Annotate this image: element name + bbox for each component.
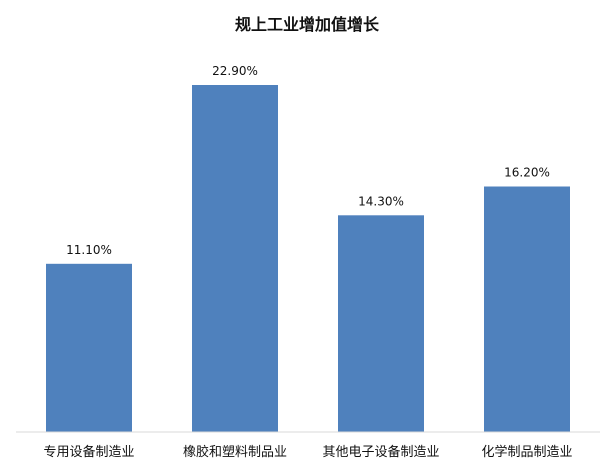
bar-2 — [192, 85, 278, 432]
bar-4 — [484, 186, 570, 432]
bars-group — [46, 85, 570, 432]
bar-3 — [338, 215, 424, 432]
data-label-2: 22.90% — [212, 64, 258, 78]
x-tick-label-3: 其他电子设备制造业 — [322, 444, 439, 460]
x-tick-label-4: 化学制品制造业 — [481, 444, 572, 460]
bar-1 — [46, 263, 132, 432]
data-label-4: 16.20% — [504, 166, 550, 180]
chart-title: 规上工业增加值增长 — [235, 15, 380, 34]
x-tick-labels-group: 专用设备制造业 橡胶和塑料制品业 其他电子设备制造业 化学制品制造业 — [43, 444, 572, 460]
data-labels-group: 11.10% 22.90% 14.30% 16.20% — [66, 64, 550, 257]
x-tick-label-2: 橡胶和塑料制品业 — [183, 444, 287, 460]
data-label-3: 14.30% — [358, 194, 404, 208]
data-label-1: 11.10% — [66, 243, 112, 257]
x-tick-label-1: 专用设备制造业 — [43, 444, 134, 460]
